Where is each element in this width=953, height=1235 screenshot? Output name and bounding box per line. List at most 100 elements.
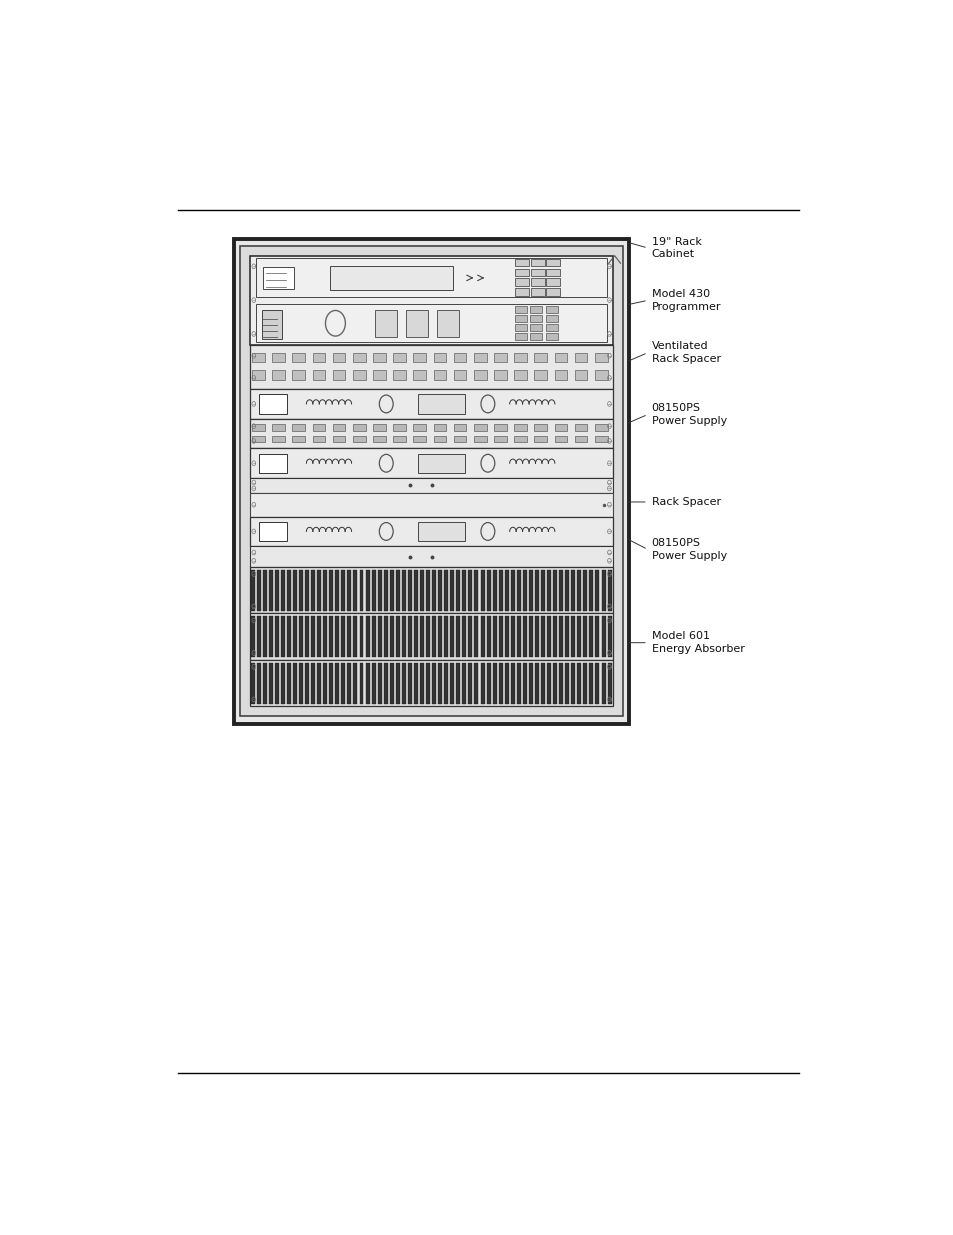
Bar: [316, 616, 321, 657]
Bar: [280, 616, 285, 657]
Bar: [250, 516, 613, 546]
Bar: [558, 663, 562, 704]
Bar: [372, 663, 375, 704]
Bar: [353, 569, 357, 610]
Bar: [333, 370, 345, 380]
Bar: [554, 370, 567, 380]
Bar: [383, 663, 387, 704]
Bar: [298, 663, 303, 704]
Bar: [486, 616, 490, 657]
Bar: [333, 436, 345, 442]
Bar: [454, 436, 466, 442]
Bar: [515, 324, 527, 331]
Bar: [571, 569, 575, 610]
Bar: [480, 569, 484, 610]
Bar: [494, 353, 506, 362]
Bar: [504, 616, 508, 657]
Bar: [450, 663, 454, 704]
Bar: [353, 424, 365, 431]
Bar: [571, 663, 575, 704]
Bar: [437, 569, 441, 610]
Bar: [434, 353, 446, 362]
Bar: [432, 663, 436, 704]
Bar: [480, 616, 484, 657]
Bar: [545, 324, 557, 331]
Bar: [575, 424, 587, 431]
Bar: [305, 569, 309, 610]
Bar: [353, 353, 365, 362]
Bar: [595, 663, 598, 704]
Bar: [546, 569, 551, 610]
Bar: [546, 259, 559, 267]
Bar: [595, 616, 598, 657]
Bar: [468, 616, 472, 657]
Bar: [432, 569, 436, 610]
Bar: [601, 663, 605, 704]
Bar: [553, 616, 557, 657]
Bar: [474, 616, 478, 657]
Bar: [329, 663, 333, 704]
Bar: [313, 436, 325, 442]
Bar: [474, 370, 486, 380]
Bar: [486, 663, 490, 704]
Bar: [250, 256, 613, 345]
Bar: [517, 663, 520, 704]
Bar: [450, 616, 454, 657]
Bar: [372, 569, 375, 610]
Bar: [250, 256, 613, 706]
Bar: [514, 424, 526, 431]
Bar: [540, 569, 544, 610]
Bar: [515, 278, 528, 287]
Bar: [575, 370, 587, 380]
Bar: [233, 238, 629, 724]
Bar: [323, 663, 327, 704]
Bar: [373, 436, 385, 442]
Bar: [546, 278, 559, 287]
Bar: [298, 616, 303, 657]
Bar: [530, 324, 541, 331]
Bar: [373, 353, 385, 362]
Bar: [582, 569, 587, 610]
Bar: [335, 569, 339, 610]
Bar: [383, 616, 387, 657]
Bar: [517, 616, 520, 657]
Bar: [311, 616, 314, 657]
Bar: [462, 569, 466, 610]
Bar: [468, 569, 472, 610]
Bar: [601, 616, 605, 657]
Bar: [250, 419, 613, 448]
Bar: [434, 370, 446, 380]
Bar: [554, 353, 567, 362]
Bar: [530, 278, 544, 287]
Bar: [534, 436, 546, 442]
Bar: [530, 268, 544, 277]
Bar: [417, 522, 464, 541]
Bar: [545, 333, 557, 341]
Bar: [250, 345, 613, 389]
Bar: [359, 569, 363, 610]
Bar: [293, 616, 296, 657]
Bar: [293, 569, 296, 610]
Bar: [274, 569, 278, 610]
Bar: [263, 267, 294, 289]
Bar: [341, 616, 345, 657]
Bar: [252, 370, 265, 380]
Bar: [545, 306, 557, 314]
Bar: [395, 616, 399, 657]
Bar: [494, 436, 506, 442]
Bar: [456, 663, 459, 704]
Bar: [530, 288, 544, 295]
Bar: [546, 288, 559, 295]
Bar: [535, 616, 538, 657]
Bar: [262, 569, 267, 610]
Bar: [419, 569, 423, 610]
Bar: [577, 663, 580, 704]
Bar: [444, 663, 448, 704]
Bar: [255, 258, 607, 298]
Bar: [250, 567, 613, 614]
Bar: [437, 616, 441, 657]
Bar: [401, 663, 405, 704]
Bar: [258, 522, 287, 541]
Bar: [494, 370, 506, 380]
Bar: [577, 569, 580, 610]
